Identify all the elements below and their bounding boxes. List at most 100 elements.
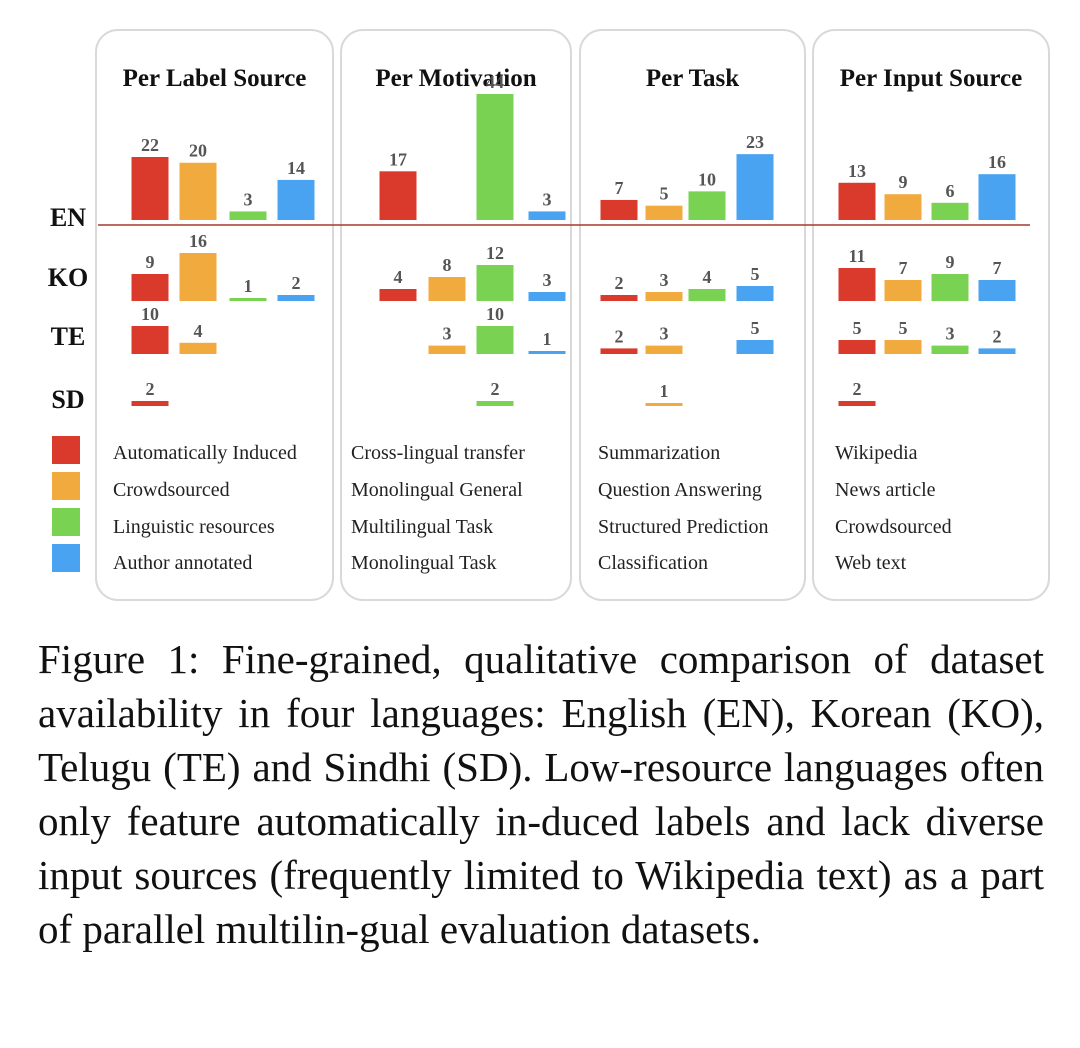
bar-ko — [379, 289, 417, 301]
bar-value-label: 7 — [899, 258, 908, 278]
bar-ko — [476, 265, 514, 301]
bar-ko — [277, 295, 315, 301]
bar-value-label: 3 — [244, 189, 253, 209]
row-label-en: EN — [50, 203, 86, 232]
bar-sd — [645, 403, 683, 406]
legend-label: Wikipedia — [835, 442, 918, 464]
bar-value-label: 11 — [848, 246, 865, 266]
bar-ko — [179, 253, 217, 301]
legend-label: Monolingual Task — [351, 552, 496, 574]
legend-label: Author annotated — [113, 552, 252, 574]
bar-value-label: 4 — [394, 267, 403, 287]
panel-frame — [95, 29, 334, 601]
panel-title: Per Label Source — [123, 65, 307, 92]
bar-en — [600, 199, 638, 220]
legend-label: Web text — [835, 552, 907, 574]
bar-value-label: 2 — [491, 379, 500, 399]
bar-value-label: 17 — [389, 149, 407, 169]
bar-en — [884, 194, 922, 220]
bar-sd — [131, 401, 169, 406]
bar-ko — [428, 277, 466, 301]
bar-value-label: 2 — [292, 273, 301, 293]
bar-value-label: 3 — [946, 324, 955, 344]
figure: EN KO TE SD Per Label Source 22 20 3 14 9 16 1 2 10 4 2… — [48, 29, 1050, 601]
bar-value-label: 8 — [443, 255, 452, 275]
bar-value-label: 1 — [543, 329, 552, 349]
bar-en — [838, 182, 876, 220]
bar-value-label: 4 — [703, 267, 712, 287]
bar-en — [476, 94, 514, 220]
legend-label: News article — [835, 479, 936, 501]
bar-sd — [838, 401, 876, 406]
bar-te — [528, 351, 566, 354]
bar-value-label: 2 — [993, 326, 1002, 346]
bar-value-label: 16 — [988, 152, 1006, 172]
bar-value-label: 10 — [698, 169, 716, 189]
legend-swatch — [52, 544, 80, 572]
bar-te — [736, 340, 774, 354]
legend-label: Question Answering — [598, 479, 762, 501]
legend-swatch — [52, 472, 80, 500]
legend-label: Cross-lingual transfer — [351, 442, 525, 464]
bar-en — [736, 154, 774, 220]
row-label-ko: KO — [48, 263, 88, 292]
legend-label: Classification — [598, 552, 708, 574]
bar-te — [179, 342, 217, 354]
bar-te — [978, 348, 1016, 354]
panel-frame — [340, 29, 572, 601]
bar-ko — [736, 286, 774, 301]
bar-value-label: 23 — [746, 132, 764, 152]
bar-en — [931, 202, 969, 220]
bar-ko — [978, 280, 1016, 301]
bar-ko — [600, 295, 638, 301]
bar-te — [476, 326, 514, 354]
bar-en — [528, 211, 566, 220]
panel-frame — [579, 29, 806, 601]
bar-value-label: 5 — [899, 318, 908, 338]
bar-value-label: 2 — [853, 379, 862, 399]
bar-value-label: 3 — [443, 324, 452, 344]
bar-value-label: 2 — [615, 326, 624, 346]
bar-ko — [838, 268, 876, 301]
bar-value-label: 9 — [946, 252, 955, 272]
bar-en — [645, 205, 683, 220]
bar-value-label: 3 — [660, 270, 669, 290]
bar-value-label: 5 — [853, 318, 862, 338]
bar-value-label: 2 — [146, 379, 155, 399]
panel-title: Per Task — [646, 65, 739, 92]
bar-te — [131, 326, 169, 354]
bar-te — [645, 345, 683, 354]
bar-value-label: 14 — [287, 158, 305, 178]
bar-en — [131, 157, 169, 220]
bar-value-label: 16 — [189, 231, 207, 251]
legend-label: Crowdsourced — [113, 479, 230, 501]
bar-value-label: 3 — [660, 324, 669, 344]
legend-label: Structured Prediction — [598, 516, 769, 538]
bar-value-label: 4 — [194, 321, 203, 341]
bar-value-label: 3 — [543, 189, 552, 209]
panel-frame — [812, 29, 1050, 601]
bar-value-label: 7 — [993, 258, 1002, 278]
bar-value-label: 9 — [146, 252, 155, 272]
bar-ko — [931, 274, 969, 301]
bar-en — [379, 171, 417, 220]
bar-ko — [229, 298, 267, 301]
bar-value-label: 5 — [751, 264, 760, 284]
panel-title: Per Motivation — [375, 65, 536, 92]
bar-value-label: 2 — [615, 273, 624, 293]
legend-label: Linguistic resources — [113, 516, 275, 538]
bar-value-label: 12 — [486, 243, 504, 263]
panel-title: Per Input Source — [840, 65, 1022, 92]
bar-value-label: 22 — [141, 135, 159, 155]
legend-label: Crowdsourced — [835, 516, 952, 538]
bar-value-label: 1 — [244, 276, 253, 296]
bar-en — [229, 211, 267, 220]
row-label-te: TE — [51, 322, 86, 351]
bar-value-label: 10 — [141, 304, 159, 324]
bar-value-label: 7 — [615, 178, 624, 198]
bar-value-label: 5 — [751, 318, 760, 338]
bar-value-label: 10 — [486, 304, 504, 324]
bar-te — [884, 340, 922, 354]
legend-swatch — [52, 436, 80, 464]
